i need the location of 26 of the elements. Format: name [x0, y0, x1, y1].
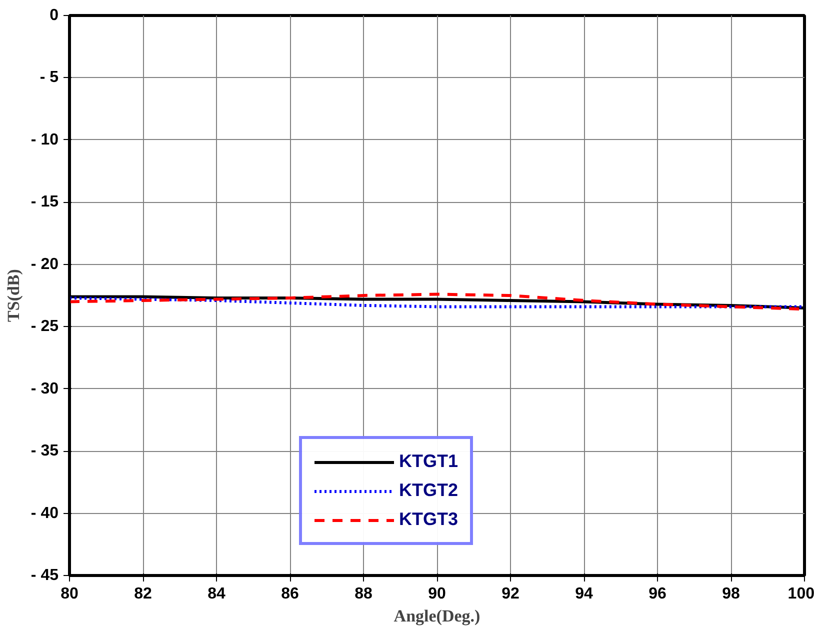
x-axis-title: Angle(Deg.) [394, 606, 480, 626]
x-tick-label: 88 [354, 586, 372, 602]
x-tick-label: 98 [722, 586, 740, 602]
y-tick-label: - 35 [30, 442, 59, 460]
x-tick-label: 100 [788, 586, 814, 602]
x-tick-label: 86 [281, 586, 299, 602]
y-tick-label: - 45 [30, 567, 59, 584]
x-tick-label: 82 [134, 586, 152, 602]
y-tick-label: - 10 [30, 131, 59, 148]
y-tick-label: 0 [50, 7, 59, 24]
y-tick-label: - 25 [30, 318, 59, 336]
y-tick-label: - 15 [30, 194, 59, 211]
x-tick-label: 96 [648, 586, 666, 602]
x-tick-label: 84 [208, 586, 226, 602]
y-tick-label: - 30 [30, 380, 59, 398]
y-tick-label: - 20 [30, 256, 59, 273]
x-tick-label: 90 [428, 586, 446, 602]
x-tick-label: 80 [60, 586, 78, 602]
x-tick-label: 94 [575, 586, 593, 602]
x-tick-label: 92 [502, 586, 520, 602]
y-tick-label: - 40 [30, 504, 59, 522]
y-tick-label: - 5 [40, 69, 59, 86]
legend-label: KTGT1 [399, 451, 458, 472]
y-axis-title: TS(dB) [4, 269, 23, 322]
legend-label: KTGT2 [399, 480, 458, 501]
legend-label: KTGT3 [399, 509, 458, 530]
